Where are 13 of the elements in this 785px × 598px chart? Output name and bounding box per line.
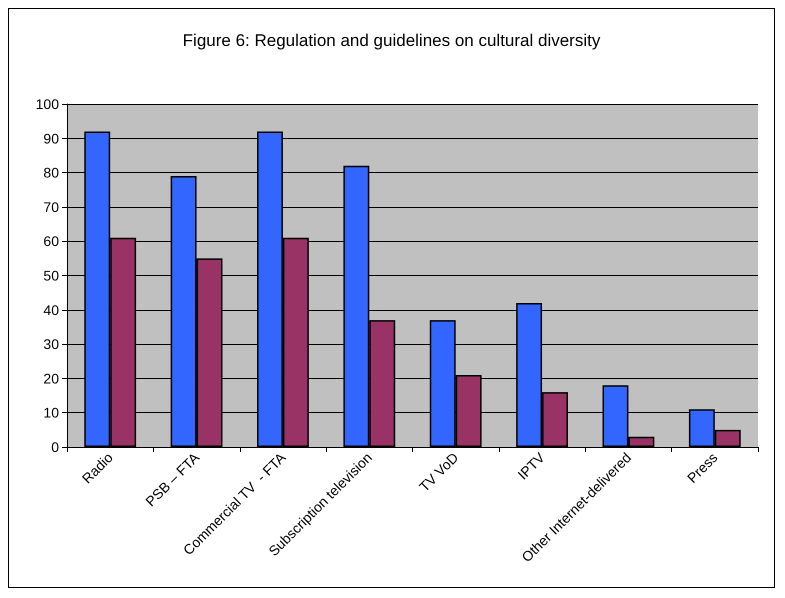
y-tick-label: 70 — [43, 198, 60, 215]
y-tick-label: 60 — [43, 233, 60, 250]
y-tick-label: 40 — [43, 302, 60, 318]
y-tick-label: 90 — [43, 130, 60, 146]
y-tick-label: 0 — [51, 439, 60, 455]
y-tick-label: 80 — [43, 164, 60, 181]
y-tick-label: 10 — [43, 404, 60, 421]
y-tick-label: 50 — [43, 268, 60, 284]
y-tick-label: 100 — [36, 96, 60, 112]
x-tick-label: TV VoD — [416, 449, 462, 495]
y-tick-label: 30 — [43, 336, 60, 352]
chart-title: Figure 6: Regulation and guidelines on cultural diversity — [182, 31, 601, 50]
y-tick-label: 20 — [43, 370, 60, 386]
